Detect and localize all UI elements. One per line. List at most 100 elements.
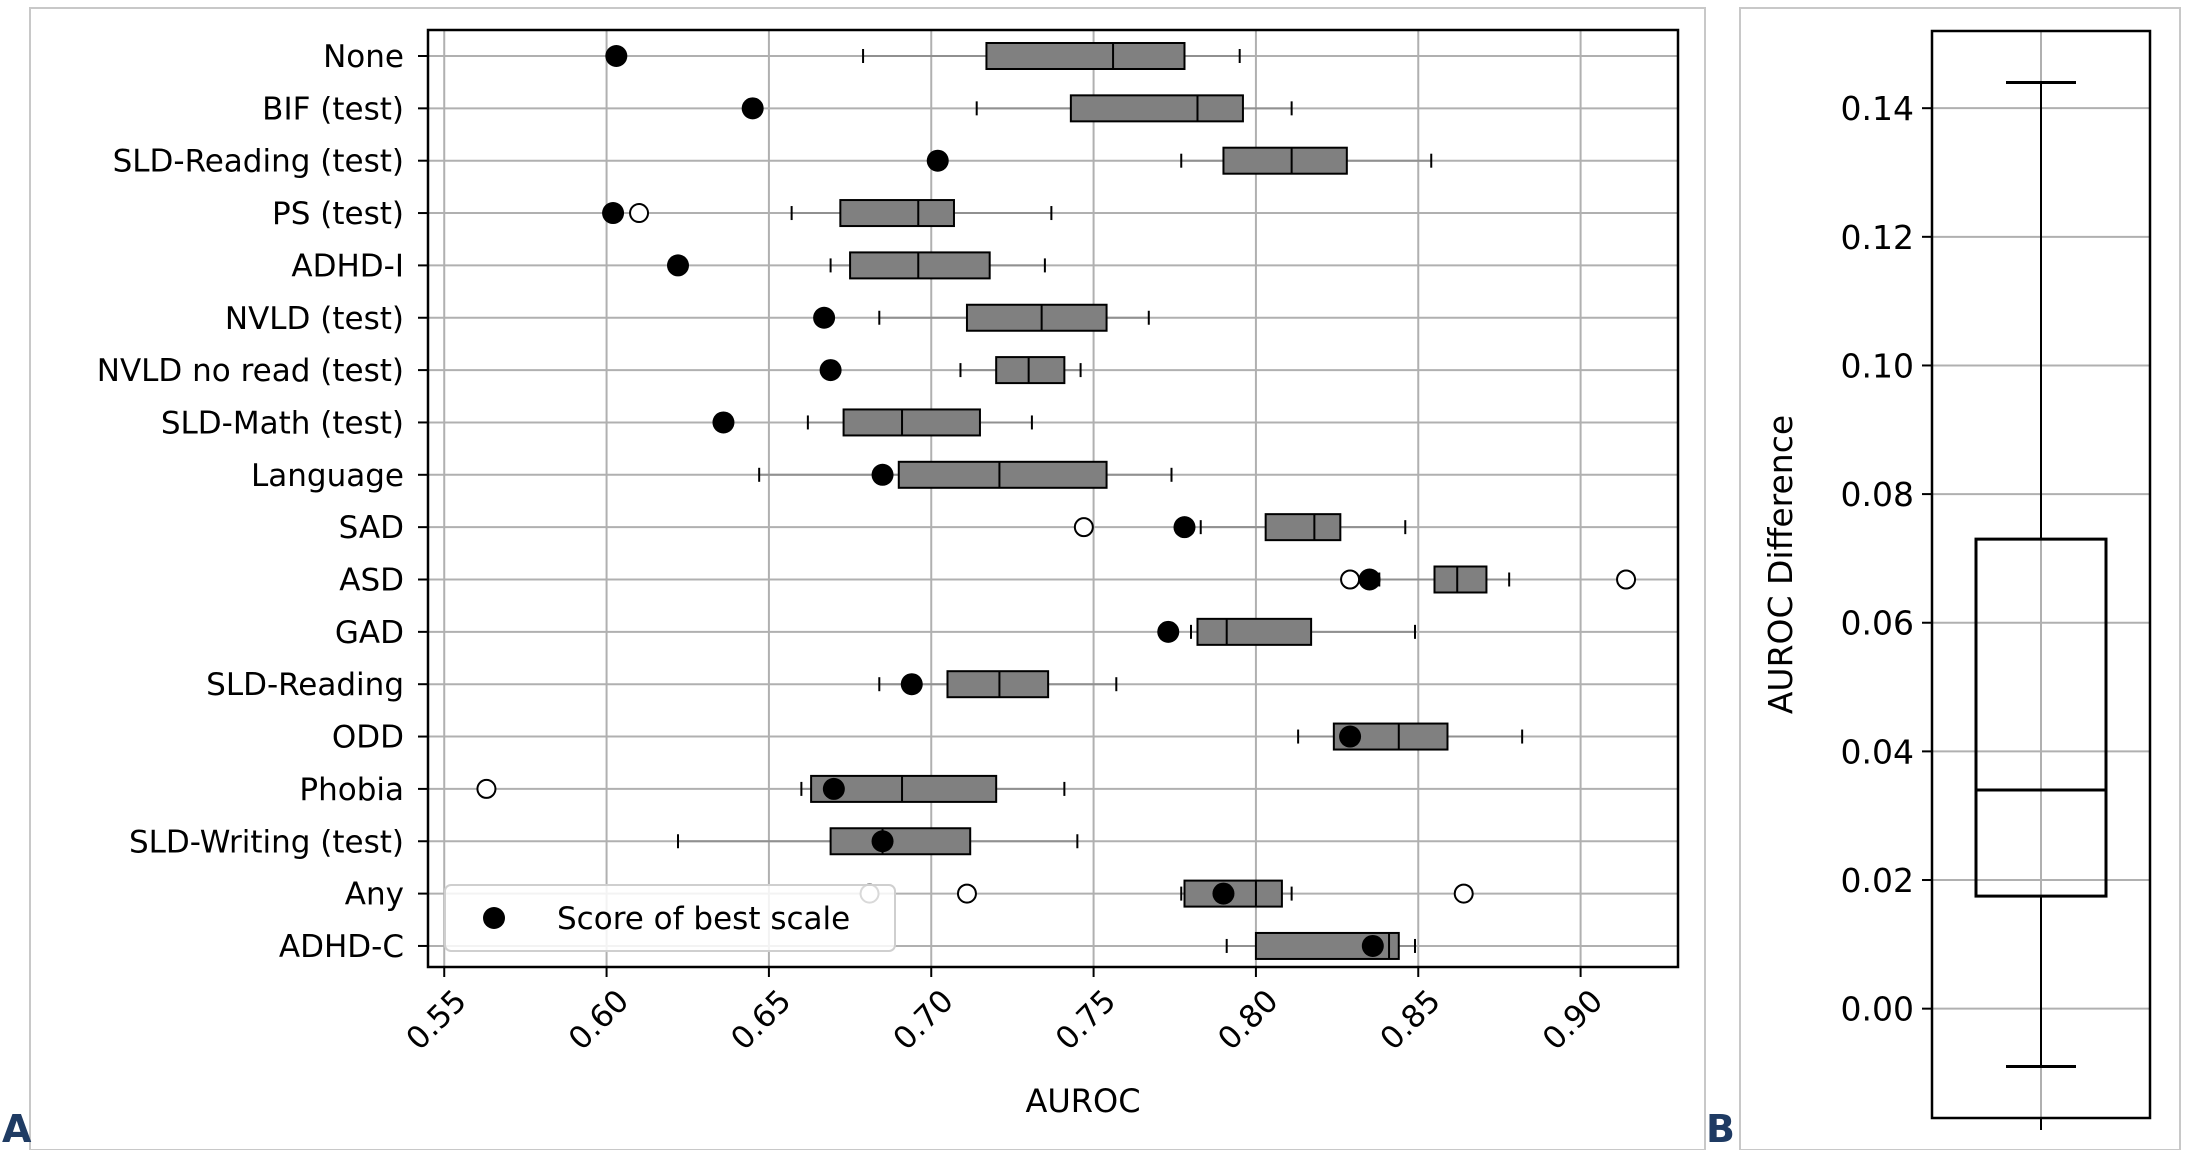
iqr-box <box>946 670 1050 699</box>
outlier-point <box>1616 569 1637 590</box>
box-plot-row <box>667 251 1046 280</box>
category-label: ODD <box>332 720 404 756</box>
x-tick-label: 0.90 <box>1536 983 1610 1057</box>
legend: Score of best scale <box>444 884 896 952</box>
outlier-point <box>1453 883 1474 904</box>
box-plot-row <box>602 199 1053 228</box>
x-tick-label: 0.75 <box>1049 983 1123 1057</box>
category-label: NVLD no read (test) <box>97 353 404 389</box>
iqr-box <box>995 356 1066 385</box>
outlier-point <box>956 883 977 904</box>
legend-marker <box>483 907 505 929</box>
category-label: GAD <box>335 615 404 651</box>
box-plot-row <box>859 879 1474 908</box>
legend-label: Score of best scale <box>557 901 850 937</box>
x-axis-label: AUROC <box>1025 1082 1140 1120</box>
iqr-box <box>1264 513 1342 542</box>
best-scale-point <box>1173 516 1196 539</box>
best-scale-point <box>1358 568 1381 591</box>
box-plot-row <box>819 356 1082 385</box>
box-plot-row <box>476 774 1066 803</box>
panel-b-letter: B <box>1706 1107 1735 1150</box>
category-label: Any <box>345 877 404 913</box>
iqr-box <box>965 303 1108 332</box>
category-label: SAD <box>339 510 404 546</box>
x-tick-label: 0.60 <box>562 983 636 1057</box>
iqr-box <box>1974 537 2108 898</box>
outlier-point <box>1340 569 1361 590</box>
box-plot-row <box>758 460 1173 489</box>
best-scale-point <box>871 463 894 486</box>
category-label: None <box>323 39 404 75</box>
x-tick-label: 0.55 <box>399 983 473 1057</box>
iqr-box <box>985 42 1186 70</box>
plot-area-frame <box>426 28 1680 969</box>
best-scale-point <box>1339 725 1362 748</box>
box-plot-row <box>878 670 1118 699</box>
box-plot-row <box>677 827 1079 856</box>
iqr-box <box>839 199 955 228</box>
best-scale-point <box>1361 934 1384 957</box>
box-plot-row <box>1297 722 1524 751</box>
category-label: SLD-Reading (test) <box>113 144 404 180</box>
best-scale-point <box>667 254 689 277</box>
box-plot-row <box>926 146 1433 175</box>
chart-a: 0.55 0.60 0.65 0.70 0.75 0.80 0.85 0.90 None BIF … <box>97 28 1680 1120</box>
box-plot-row <box>1073 513 1407 542</box>
best-scale-point <box>819 359 842 382</box>
category-label: SLD-Reading <box>206 667 404 703</box>
panel-a-letter: A <box>2 1107 32 1150</box>
category-label: Language <box>251 458 404 494</box>
y-tick-label: 0.10 <box>1841 346 1914 385</box>
best-scale-point <box>602 202 625 225</box>
y-tick-label: 0.08 <box>1841 475 1914 514</box>
plot-area-frame <box>1930 29 2152 1120</box>
outlier-point <box>629 203 650 224</box>
best-scale-point <box>900 673 923 696</box>
best-scale-point <box>1212 882 1235 905</box>
panel-b-frame <box>1739 7 2181 1150</box>
y-tick-label: 0.02 <box>1841 861 1914 900</box>
best-scale-point <box>1157 620 1180 643</box>
outlier-point <box>1073 517 1094 538</box>
iqr-box <box>1196 617 1313 646</box>
box-plot-row <box>741 94 1293 123</box>
y-tick-label: 0.14 <box>1841 89 1914 128</box>
outlier-point <box>476 778 497 799</box>
category-label: NVLD (test) <box>225 301 404 337</box>
iqr-box <box>842 408 981 437</box>
legend-box <box>444 884 896 952</box>
iqr-box <box>1222 146 1348 175</box>
x-tick-label: 0.65 <box>724 983 798 1057</box>
best-scale-point <box>871 830 894 853</box>
x-tick-label: 0.70 <box>886 983 960 1057</box>
category-label: Phobia <box>299 772 404 808</box>
chart-b: 0.00 0.02 0.04 0.06 0.08 0.10 0.12 0.14 AUROC Di… <box>1761 29 2152 1130</box>
box-plot-row <box>1225 931 1417 960</box>
category-label: ASD <box>339 563 404 599</box>
iqr-box <box>1433 565 1488 594</box>
x-tick-label: 0.80 <box>1211 983 1285 1057</box>
best-scale-point <box>712 411 735 434</box>
category-label: PS (test) <box>272 196 404 232</box>
category-label: SLD-Writing (test) <box>129 824 404 860</box>
best-scale-point <box>605 45 628 67</box>
iqr-box <box>1069 94 1244 123</box>
box-plot-row <box>1157 617 1417 646</box>
iqr-box <box>849 251 991 280</box>
best-scale-point <box>813 306 836 329</box>
y-axis-label: AUROC Difference <box>1761 415 1800 714</box>
best-scale-point <box>926 149 949 172</box>
y-tick-label: 0.06 <box>1841 604 1914 643</box>
box-plot-row <box>712 408 1033 437</box>
panel-a-frame <box>29 7 1706 1150</box>
box-plot-row <box>1340 565 1637 594</box>
category-label: ADHD-C <box>279 929 404 965</box>
box-plot-row <box>813 303 1150 332</box>
y-tick-label: 0.12 <box>1841 218 1914 257</box>
x-tick-label: 0.85 <box>1373 983 1447 1057</box>
iqr-box <box>897 460 1108 489</box>
box-plot-row <box>605 42 1241 70</box>
y-tick-label: 0.04 <box>1841 732 1914 771</box>
